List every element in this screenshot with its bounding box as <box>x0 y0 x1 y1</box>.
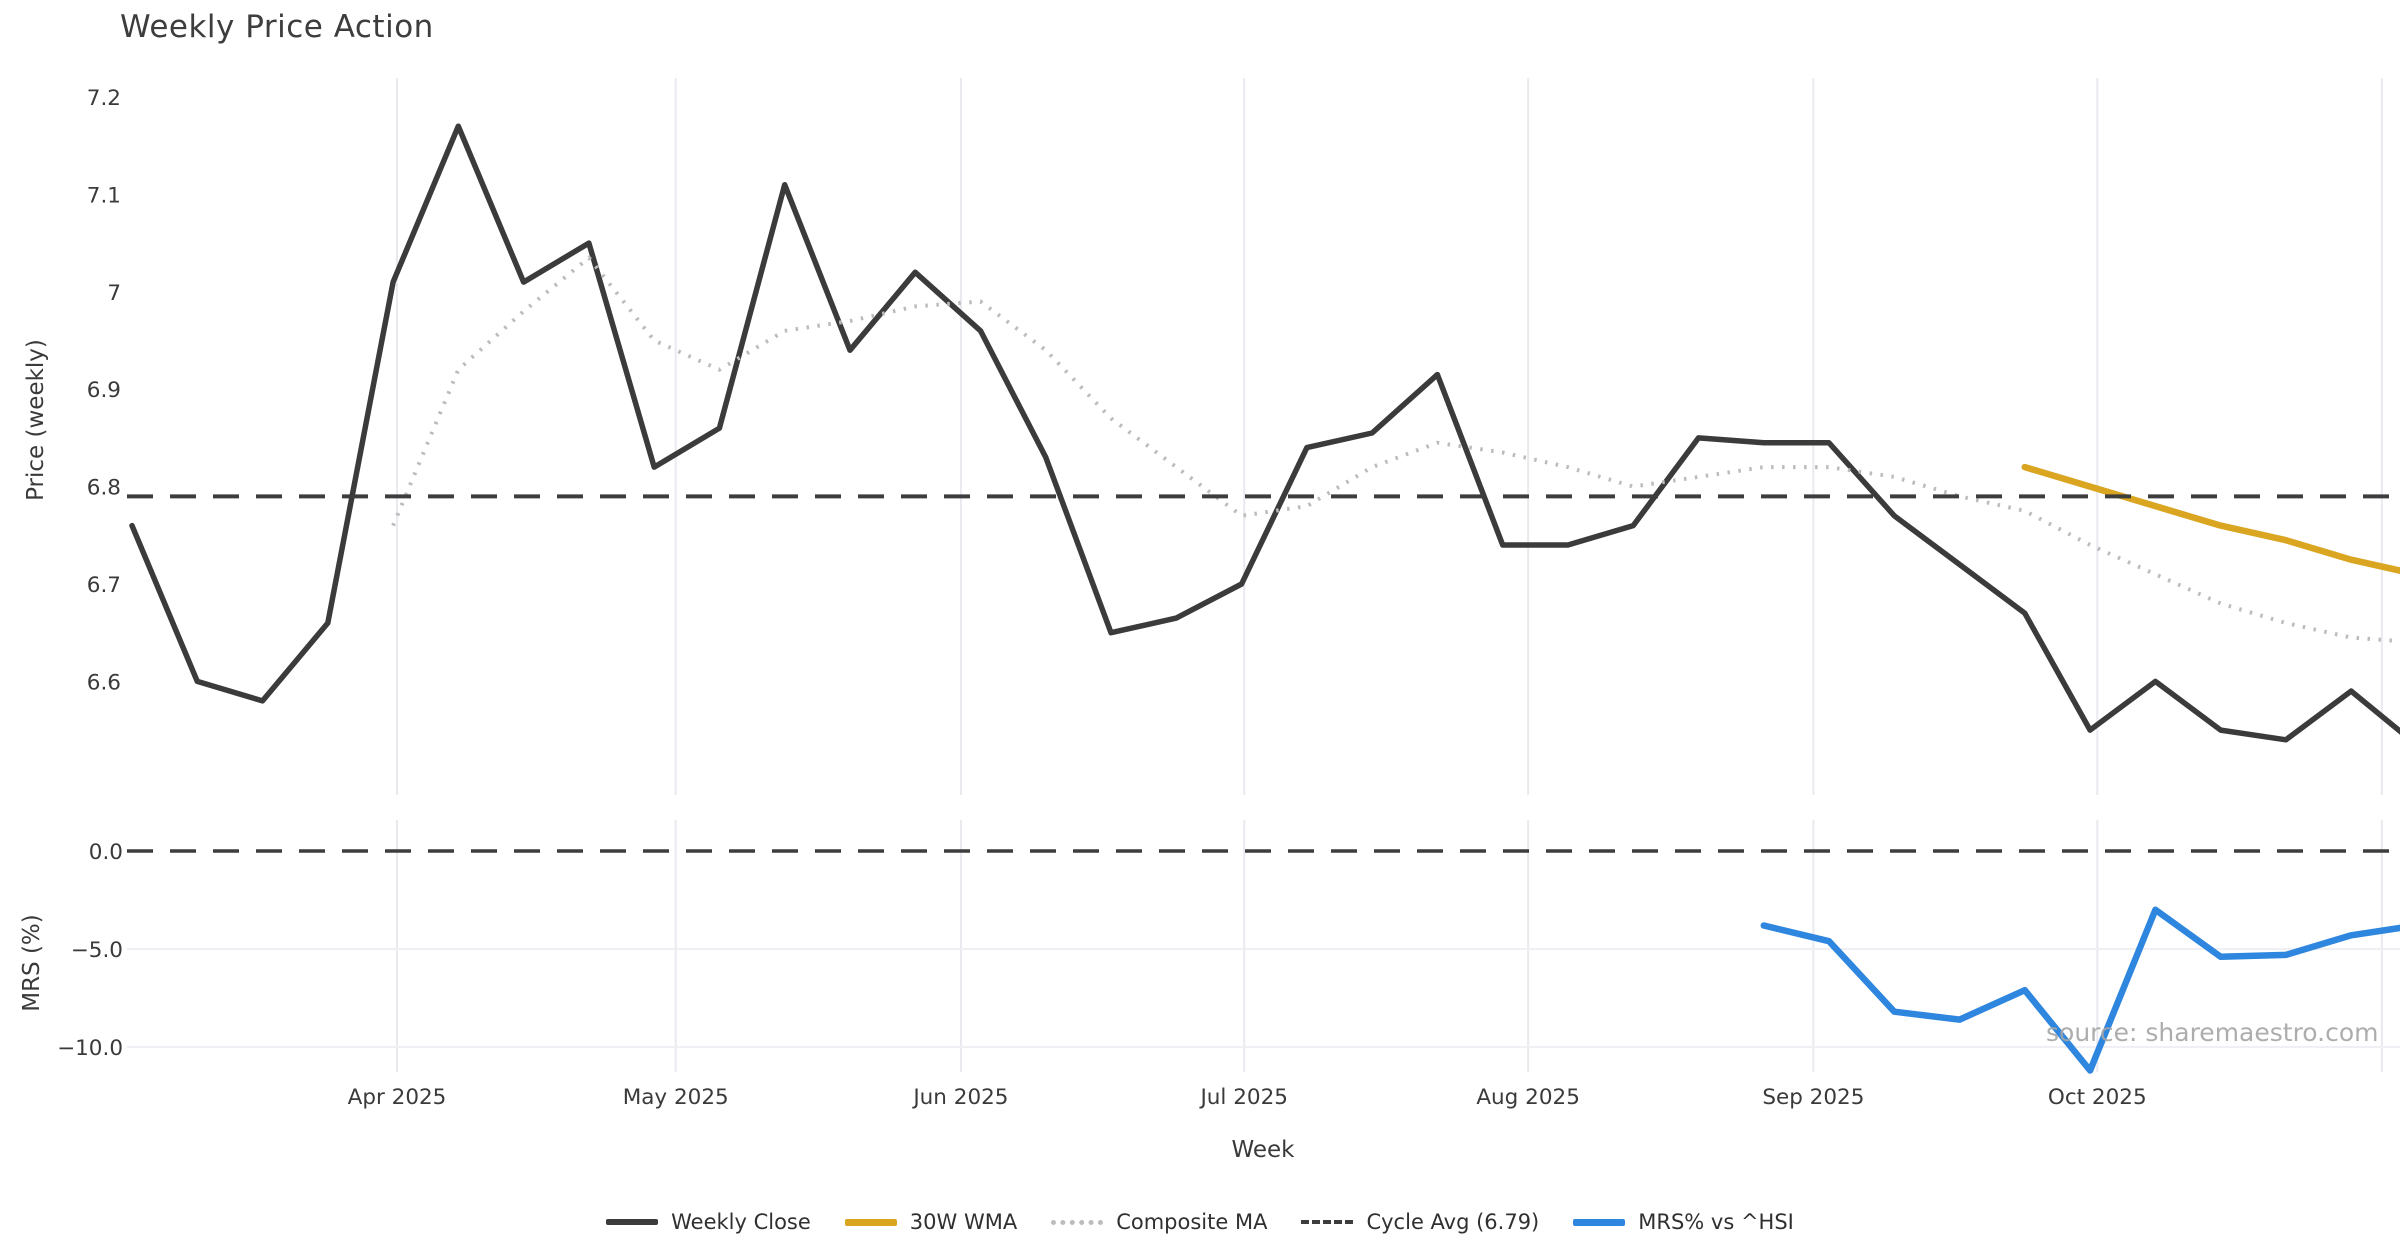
source-watermark: source: sharemaestro.com <box>2046 1018 2379 1047</box>
composite-ma-line <box>391 255 2400 644</box>
legend-label: MRS% vs ^HSI <box>1638 1210 1794 1234</box>
chart-title: Weekly Price Action <box>120 9 434 45</box>
x-axis-label: Week <box>1231 1137 1295 1163</box>
legend-item-weekly-close: Weekly Close <box>606 1210 811 1234</box>
legend-label: 30W WMA <box>909 1210 1018 1234</box>
price-ytick-label: 7 <box>107 281 121 306</box>
price-ytick-label: 6.8 <box>87 476 121 501</box>
x-tick-label: Oct 2025 <box>2048 1085 2147 1110</box>
price-axis-label: Price (weekly) <box>23 339 49 501</box>
30w-wma-line <box>2021 463 2400 574</box>
weekly-close-line <box>129 123 2400 743</box>
x-tick-label: May 2025 <box>623 1085 729 1110</box>
chart-legend: Weekly Close 30W WMA Composite MA Cycle … <box>0 1210 2400 1234</box>
x-tick-label: Sep 2025 <box>1762 1085 1864 1110</box>
wma-line-swatch-icon <box>844 1218 897 1226</box>
composite-ma-line-swatch-icon <box>1051 1219 1104 1225</box>
legend-item-mrs: MRS% vs ^HSI <box>1573 1210 1794 1234</box>
x-tick-label: Apr 2025 <box>348 1085 447 1110</box>
legend-item-composite-ma: Composite MA <box>1051 1210 1267 1234</box>
x-tick-label: Jul 2025 <box>1198 1085 1288 1110</box>
price-ytick-label: 6.7 <box>87 573 121 598</box>
price-ytick-label: 6.6 <box>87 670 121 695</box>
cycle-avg-line-swatch-icon <box>1301 1220 1354 1224</box>
mrs-ytick-label: −5.0 <box>71 938 123 963</box>
price-ytick-label: 7.1 <box>87 183 121 208</box>
legend-item-cycle-avg: Cycle Avg (6.79) <box>1301 1210 1539 1234</box>
x-tick-label: Aug 2025 <box>1476 1085 1580 1110</box>
weekly-close-line-swatch-icon <box>606 1219 659 1225</box>
price-ytick-label: 7.2 <box>87 86 121 111</box>
legend-label: Cycle Avg (6.79) <box>1366 1210 1540 1234</box>
mrs-vs-hsi-line <box>1760 906 2400 1074</box>
mrs-line-swatch-icon <box>1573 1218 1626 1226</box>
legend-label: Weekly Close <box>671 1210 811 1234</box>
mrs-axis-label: MRS (%) <box>19 914 45 1012</box>
legend-item-30w-wma: 30W WMA <box>844 1210 1018 1234</box>
price-ytick-label: 6.9 <box>87 378 121 403</box>
x-tick-label: Jun 2025 <box>911 1085 1008 1110</box>
legend-label: Composite MA <box>1116 1210 1268 1234</box>
mrs-ytick-label: 0.0 <box>89 840 123 865</box>
mrs-ytick-label: −10.0 <box>57 1036 123 1061</box>
